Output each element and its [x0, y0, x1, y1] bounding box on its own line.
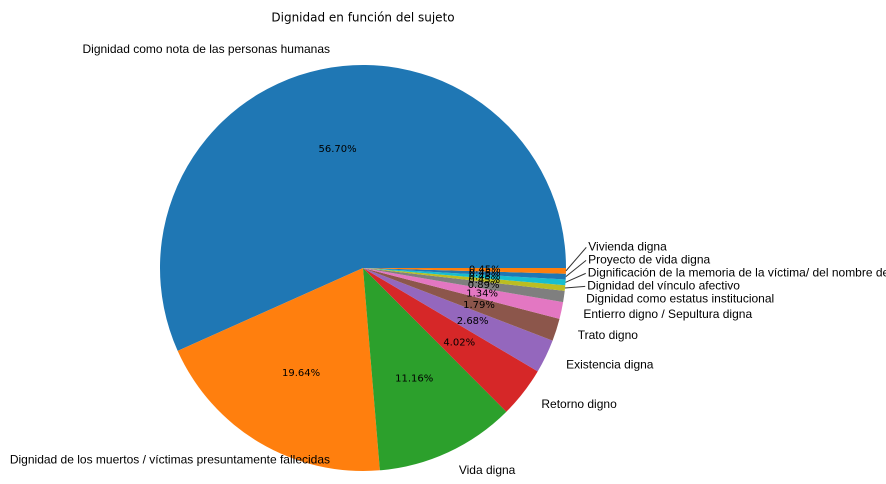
- slice-label: Dignidad de los muertos / víctimas presu…: [10, 452, 330, 466]
- pct-label: 1.34%: [466, 289, 498, 300]
- pie-slice: [177, 268, 380, 472]
- pie-slice: [363, 268, 566, 274]
- slice-label: Trato digno: [578, 328, 639, 342]
- pct-label: 0.89%: [468, 280, 500, 291]
- slice-label: Dignificación de la memoria de la víctim…: [588, 266, 886, 280]
- pie-slice: [159, 64, 567, 351]
- pct-label: 0.45%: [469, 272, 501, 283]
- slice-label: Dignidad como nota de las personas human…: [83, 42, 331, 56]
- pct-label: 0.45%: [469, 265, 501, 276]
- pie-slice: [363, 268, 564, 319]
- slice-label: Dignidad del vínculo afectivo: [587, 279, 740, 293]
- pie-slice: [363, 268, 507, 471]
- slice-label: Existencia digna: [566, 357, 654, 371]
- leader-line: [565, 259, 587, 277]
- pct-label: 1.79%: [463, 300, 495, 311]
- pct-label: 2.68%: [457, 316, 489, 327]
- pie-slice: [363, 268, 565, 303]
- slice-label: Retorno digno: [541, 397, 617, 411]
- pie-slice: [363, 268, 566, 280]
- pct-label: 19.64%: [282, 368, 320, 379]
- leader-line: [565, 272, 586, 283]
- leader-line: [565, 247, 587, 272]
- pie-slice: [363, 268, 553, 372]
- slice-label: Vida digna: [459, 463, 516, 477]
- slice-label: Proyecto de vida digna: [588, 253, 710, 267]
- slice-label: Dignidad como estatus institucional: [586, 292, 774, 306]
- pct-label: 56.70%: [319, 144, 357, 155]
- pie-slice: [363, 268, 566, 286]
- pct-label: 11.16%: [395, 374, 433, 385]
- pie-slice: [363, 268, 538, 412]
- slice-label: Vivienda digna: [588, 240, 667, 254]
- leader-line: [564, 285, 586, 289]
- chart-title: Dignidad en función del sujeto: [271, 11, 454, 25]
- pct-label: 0.45%: [469, 268, 501, 279]
- pie-slice: [363, 268, 566, 291]
- slice-label: Entierro digno / Sepultura digna: [583, 307, 752, 321]
- pct-label: 0.45%: [468, 275, 500, 286]
- pie-slice: [363, 268, 560, 341]
- pct-label: 4.02%: [443, 338, 475, 349]
